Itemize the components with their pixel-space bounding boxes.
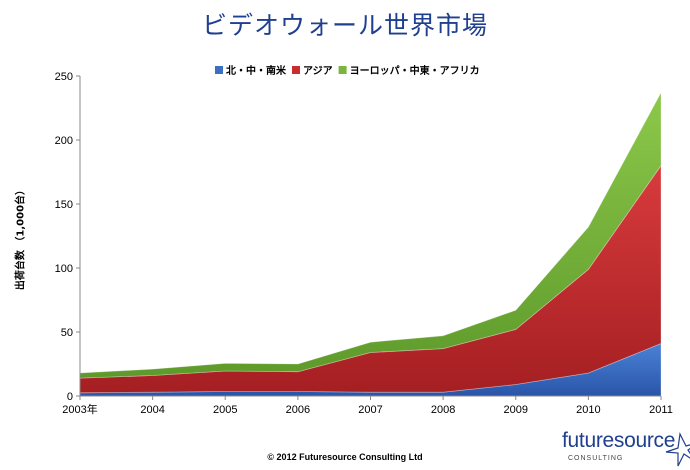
- x-tick-label: 2003年: [62, 402, 97, 416]
- y-tick-label: 250: [55, 71, 73, 83]
- y-tick-label: 100: [55, 263, 73, 275]
- y-axis-label: 出荷台数 （1,000台）: [15, 184, 27, 291]
- x-tick-label: 2011: [649, 404, 673, 416]
- legend-swatch: [338, 66, 347, 74]
- chart-title: ビデオウォール世界市場: [201, 11, 488, 40]
- legend-label: ヨーロッパ・中東・アフリカ: [350, 64, 480, 77]
- y-tick-label: 50: [61, 327, 73, 339]
- x-tick-label: 2010: [576, 404, 600, 416]
- logo-wordmark: futuresource: [562, 429, 676, 452]
- x-tick-label: 2008: [431, 404, 455, 416]
- legend-swatch: [215, 66, 223, 74]
- y-tick-label: 0: [67, 391, 73, 403]
- star-burst-icon: [665, 432, 690, 467]
- logo-subtitle: CONSULTING: [568, 455, 624, 462]
- x-tick-label: 2005: [213, 404, 237, 416]
- legend-swatch: [292, 66, 300, 74]
- y-tick-label: 200: [55, 135, 73, 147]
- x-tick-label: 2009: [504, 404, 528, 416]
- futuresource-logo: futuresource CONSULTING: [562, 428, 690, 468]
- area-series-2: [79, 92, 662, 379]
- copyright-footer: © 2012 Futuresource Consulting Ltd: [267, 452, 423, 462]
- legend-label: 北・中・南米: [226, 64, 287, 77]
- x-tick-label: 2004: [140, 404, 164, 416]
- x-tick-label: 2007: [358, 404, 382, 416]
- x-tick-label: 2006: [286, 404, 310, 416]
- legend-label: アジア: [303, 65, 333, 77]
- y-tick-label: 150: [55, 199, 73, 211]
